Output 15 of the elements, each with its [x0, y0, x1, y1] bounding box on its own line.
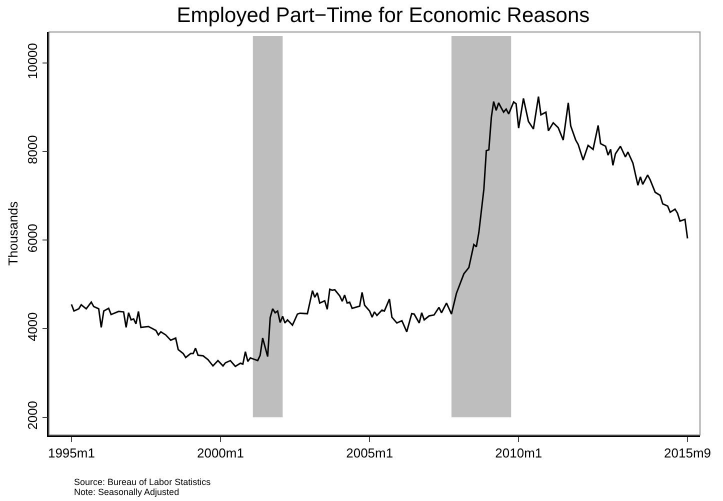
- y-axis-title: Thousands: [6, 200, 20, 266]
- x-tick-label: 1995m1: [48, 445, 95, 460]
- y-tick-label: 10000: [25, 42, 40, 80]
- y-tick-label: 6000: [25, 224, 40, 253]
- y-tick-label: 8000: [25, 135, 40, 164]
- x-tick-label: 2000m1: [196, 445, 244, 460]
- text: Note: Seasonally Adjusted: [74, 487, 180, 497]
- x-tick-label: 2005m1: [346, 445, 394, 460]
- chart-title: Employed Part−Time for Economic Reasons: [176, 4, 590, 28]
- y-tick-label: 2000: [25, 400, 40, 430]
- y-tick-label: 4000: [25, 312, 40, 342]
- x-tick-label: 2015m9: [664, 445, 711, 460]
- x-tick-label: 2010m1: [495, 445, 542, 460]
- line-series: [70, 96, 688, 368]
- source-note: Source: Bureau of Labor Statistics: [74, 477, 212, 487]
